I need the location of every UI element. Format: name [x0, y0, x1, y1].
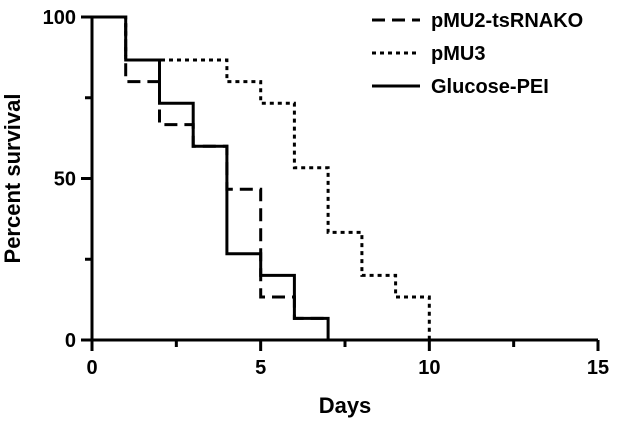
series-line-2 — [92, 15, 431, 340]
y-tick-label: 100 — [43, 7, 76, 29]
x-tick-label: 0 — [86, 357, 97, 379]
legend-label: Glucose-PEI — [431, 76, 549, 98]
series-line-1 — [92, 15, 329, 320]
series-line-3 — [92, 15, 330, 340]
x-tick-label: 5 — [255, 357, 266, 379]
series-layer — [92, 15, 431, 340]
legend-label: pMU3 — [431, 43, 485, 65]
x-ticks: 0 5 10 15 — [86, 340, 609, 379]
y-tick-label: 0 — [65, 330, 76, 352]
y-tick-label: 50 — [54, 169, 76, 191]
legend-label: pMU2-tsRNAKO — [431, 10, 583, 32]
x-tick-label: 15 — [587, 357, 609, 379]
y-ticks: 0 50 100 — [43, 7, 92, 352]
x-tick-label: 10 — [418, 357, 440, 379]
legend: pMU2-tsRNAKO pMU3 Glucose-PEI — [372, 10, 583, 98]
axes: 0 5 10 15 0 50 100 — [43, 7, 610, 379]
y-axis-title: Percent survival — [0, 94, 25, 264]
x-axis-title: Days — [319, 393, 372, 418]
